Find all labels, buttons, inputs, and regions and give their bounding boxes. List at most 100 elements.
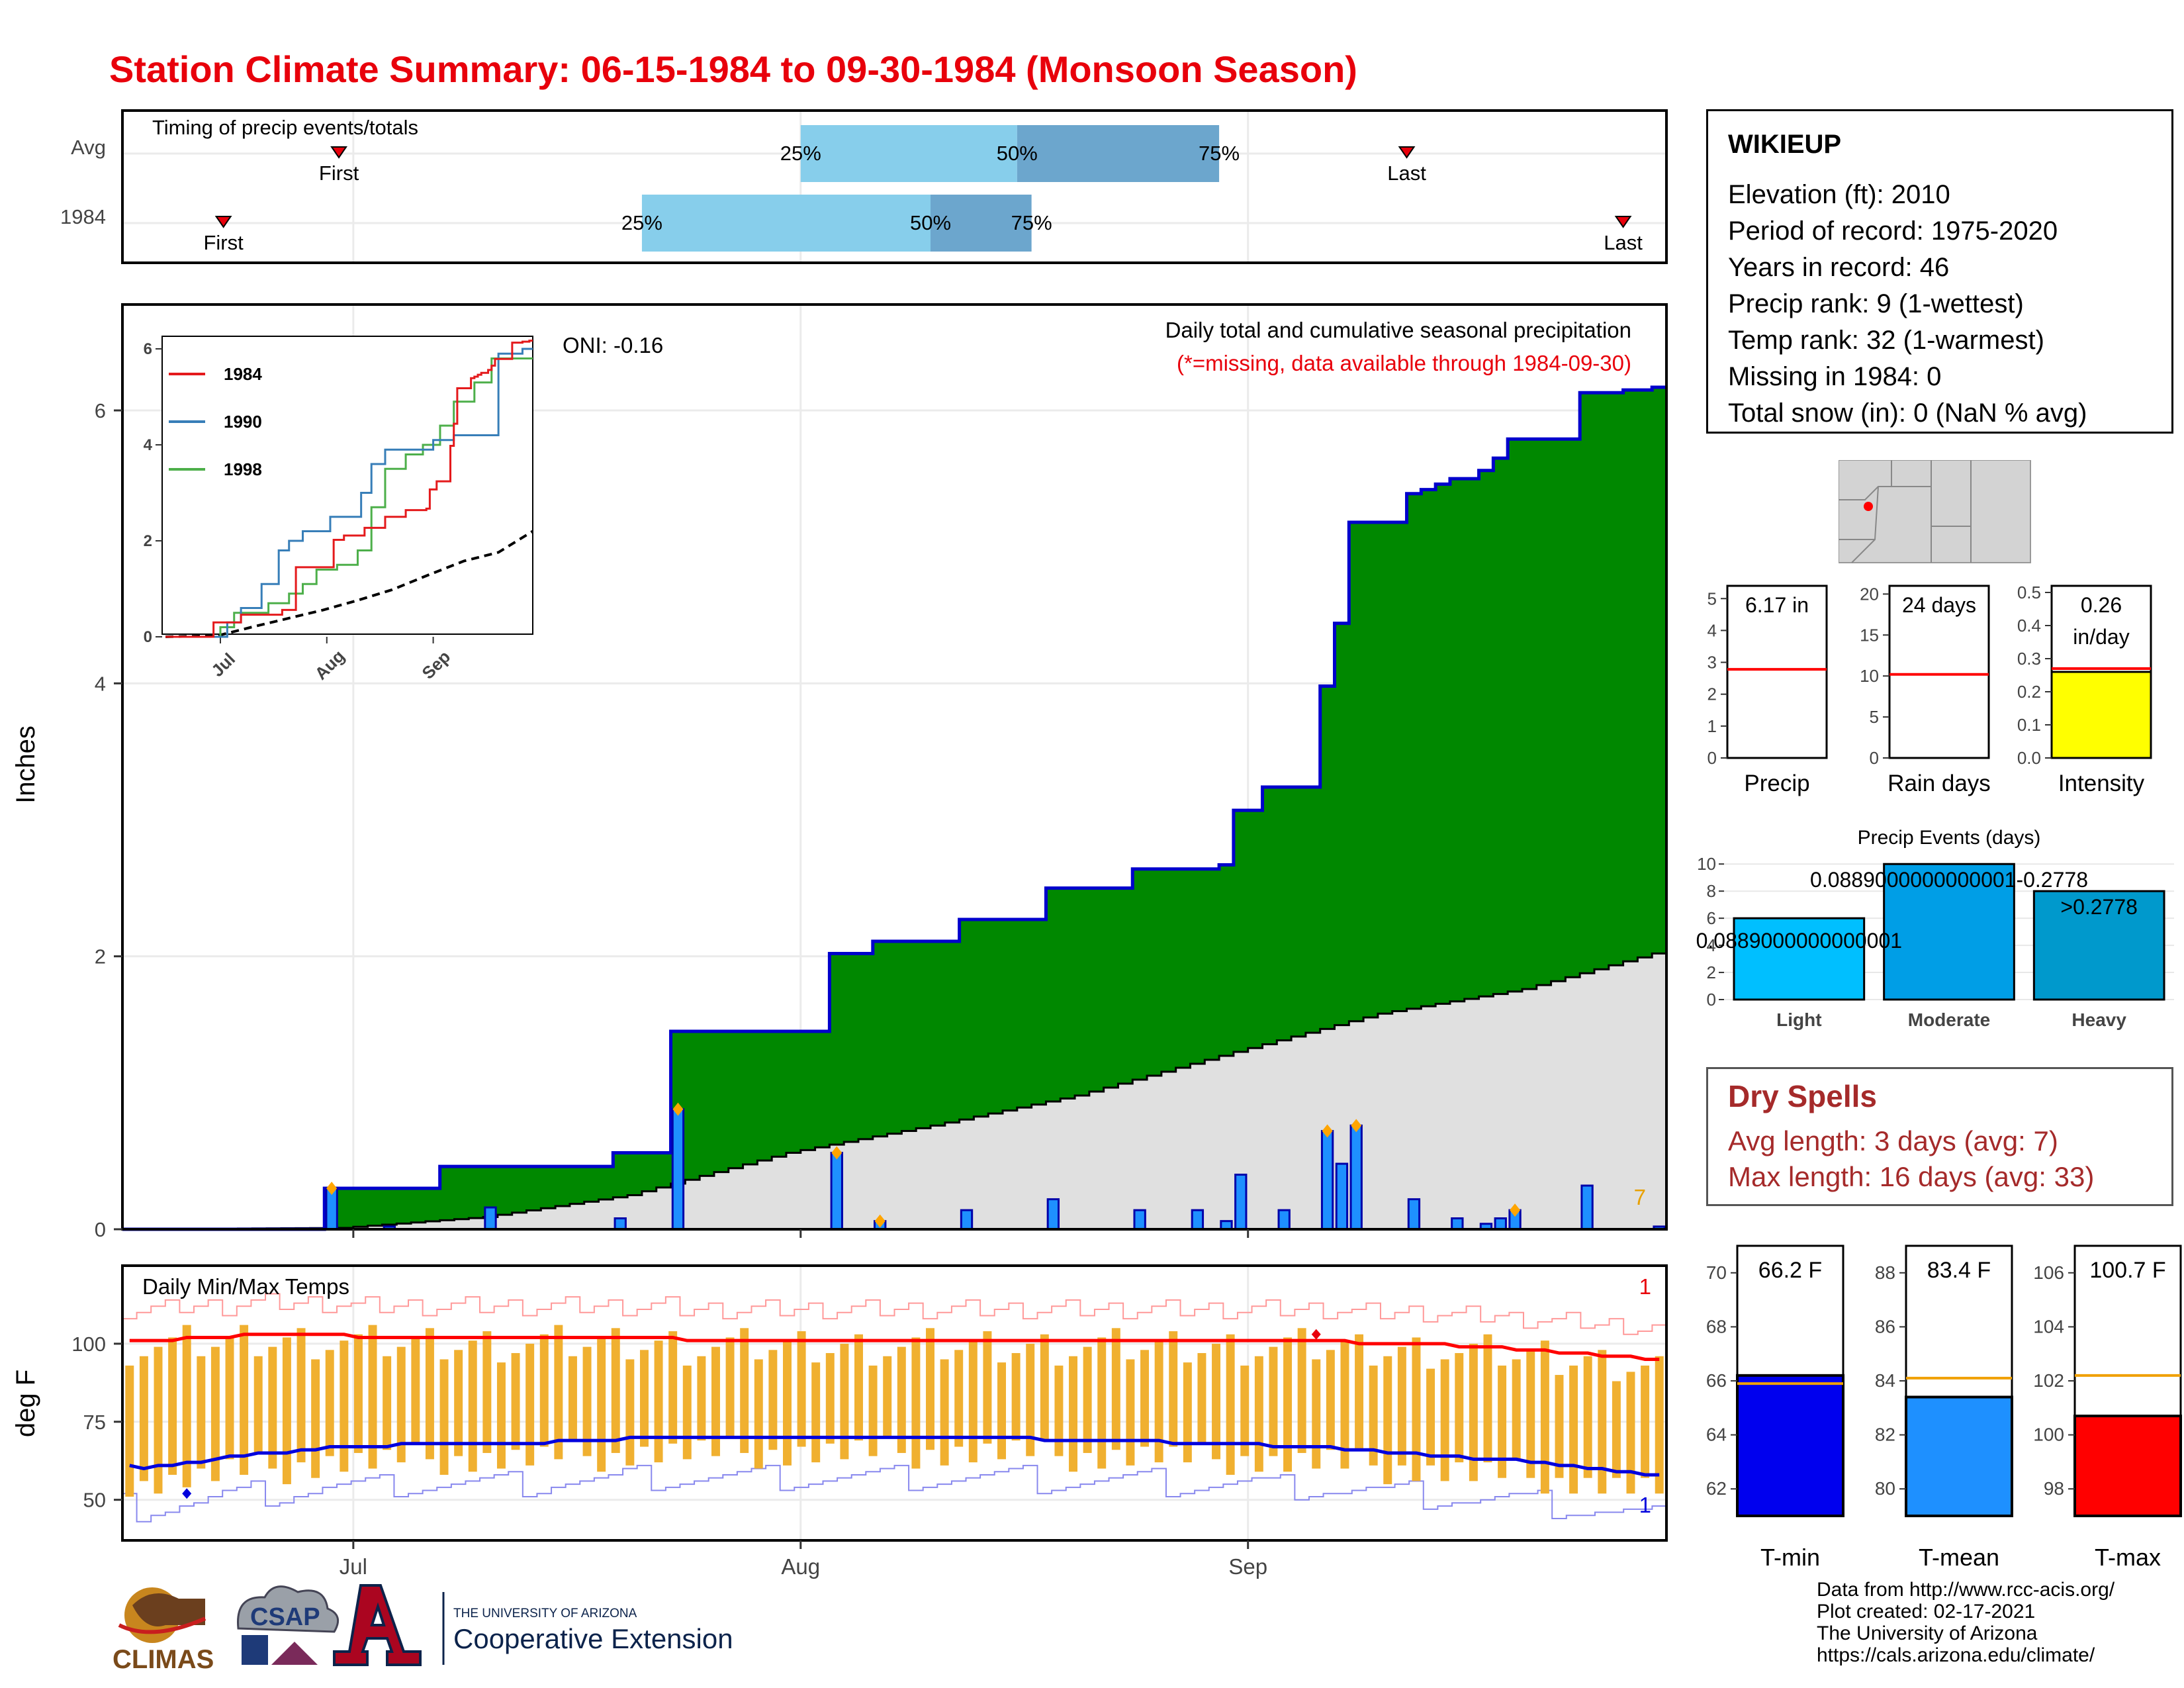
daily-temp-range-bar — [197, 1356, 206, 1469]
average-min-temp-line — [129, 1435, 1660, 1477]
temp-frame — [121, 1264, 1668, 1542]
daily-precip-bar — [1580, 1184, 1594, 1231]
station-period: Period of record: 1975-2020 — [1728, 216, 2058, 246]
daily-precip-diamond-icon — [1322, 1124, 1333, 1138]
daily-temp-range-bar — [1069, 1356, 1078, 1472]
daily-temp-range-bar — [840, 1343, 849, 1460]
daily-precip-bar — [1349, 1124, 1363, 1231]
daily-temp-range-bar — [368, 1325, 377, 1469]
temp-summary-ytick-label: 86 — [1875, 1316, 1895, 1336]
daily-temp-range-bar — [554, 1325, 563, 1460]
timing-last-label: Last — [1387, 162, 1426, 185]
daily-temp-range-bar — [1126, 1359, 1135, 1466]
daily-temp-range-bar — [396, 1346, 406, 1463]
daily-temp-range-bar — [854, 1334, 863, 1441]
csap-cloud-icon — [237, 1585, 340, 1633]
season-ytick-label: 20 — [1860, 584, 1879, 604]
daily-precip-diamond-icon — [326, 1182, 338, 1196]
temp-summary-bar — [1736, 1374, 1844, 1517]
daily-temp-range-bar — [639, 1350, 649, 1447]
daily-temp-range-bar — [997, 1362, 1006, 1460]
season-value-label: 24 days — [1902, 593, 1976, 617]
daily-precip-bar — [1191, 1209, 1205, 1231]
timing-first-label: First — [319, 162, 359, 185]
daily-temp-range-bar — [1440, 1359, 1449, 1481]
daily-temp-range-bar — [154, 1346, 163, 1494]
events-label-heavy: >0.2778 — [2060, 895, 2138, 919]
daily-temp-range-bar — [811, 1362, 821, 1463]
timing-p25-label: 25% — [621, 211, 662, 234]
timing-last-marker-icon — [1614, 216, 1632, 228]
daily-temp-range-bar — [1526, 1350, 1535, 1478]
events-label-light: 0.0889000000000001 — [1696, 929, 1902, 953]
inset-ytick-label: 6 — [144, 340, 152, 358]
station-snow: Total snow (in): 0 (NaN % avg) — [1728, 399, 2087, 428]
temp-summary-xlabel: T-mean — [1919, 1544, 1999, 1571]
daily-temp-range-bar — [125, 1365, 134, 1497]
station-marker — [1864, 502, 1873, 511]
precip-ylabel: Inches — [11, 726, 40, 804]
daily-temp-range-bar — [268, 1346, 277, 1469]
daily-temp-range-bar — [654, 1340, 663, 1463]
record-min-diamond-icon — [182, 1488, 192, 1499]
daily-temp-range-bar — [968, 1340, 978, 1463]
record-max-line — [122, 1293, 1666, 1335]
season-value-label: 0.26 — [2081, 593, 2122, 617]
daily-temp-range-bar — [1283, 1337, 1293, 1472]
temp-summary-ytick-label: 100 — [2033, 1425, 2064, 1445]
daily-temp-range-bar — [1455, 1353, 1464, 1463]
daily-temp-range-bar — [240, 1325, 249, 1475]
daily-temp-range-bar — [253, 1356, 263, 1453]
season-bar-frame — [1726, 585, 1828, 759]
daily-temp-range-bar — [1397, 1346, 1406, 1466]
season-ytick-label: 0 — [1707, 748, 1717, 768]
map-borders — [1839, 460, 1972, 563]
credit-url: https://cals.arizona.edu/climate/ — [1817, 1644, 2095, 1666]
temperature-panel: 50 75 100 deg F Daily Min/Max Temps 1 1 Ju… — [11, 1264, 1668, 1579]
season-ytick-label: 0.4 — [2017, 616, 2041, 635]
station-elevation: Elevation (ft): 2010 — [1728, 180, 1950, 209]
season-ytick-label: 10 — [1860, 666, 1879, 686]
daily-temp-range-bar — [468, 1340, 477, 1472]
season-xlabel: Rain days — [1888, 771, 1991, 796]
daily-precip-diamond-icon — [874, 1214, 886, 1228]
station-info-box: WIKIEUP Elevation (ft): 2010 Period of r… — [1706, 109, 2173, 434]
daily-temp-range-bar — [611, 1328, 620, 1453]
cumulative-precip-outline — [122, 385, 1666, 1231]
daily-temp-range-bar — [311, 1359, 320, 1478]
season-ytick-label: 15 — [1860, 625, 1879, 645]
season-value-unit: in/day — [2073, 625, 2129, 649]
season-bar-charts: 6.17 in Precip 0 1 2 3 4 5 24 days Rain days 0 5 10 1… — [1707, 583, 2152, 796]
inset-ytick-label: 2 — [144, 532, 152, 550]
events-ytick-label: 4 — [1707, 935, 1716, 955]
daily-temp-range-bar — [940, 1359, 949, 1466]
daily-temp-range-bar — [825, 1353, 835, 1444]
timing-bar-50-75 — [1017, 125, 1220, 182]
temp-count-max: 1 — [1639, 1274, 1651, 1299]
timing-first-marker-icon — [330, 146, 347, 159]
oni-label: ONI: -0.16 — [563, 333, 663, 357]
credit-data-source: Data from http://www.rcc-acis.org/ — [1817, 1579, 2115, 1601]
season-ytick-label: 0.2 — [2017, 682, 2041, 702]
daily-temp-range-bar — [296, 1328, 306, 1463]
temp-summary-value-label: 66.2 F — [1758, 1258, 1822, 1283]
season-xlabel: Intensity — [2058, 771, 2145, 796]
daily-temp-range-bar — [725, 1337, 735, 1438]
daily-precip-bar — [614, 1217, 627, 1231]
inset-ytick-label: 0 — [144, 628, 152, 646]
events-bar — [2032, 890, 2165, 1001]
station-name: WIKIEUP — [1728, 130, 1842, 159]
daily-temp-range-bar — [711, 1346, 720, 1456]
daily-temp-range-bar — [883, 1356, 892, 1438]
daily-temp-range-bar — [568, 1356, 577, 1441]
temp-summary-ytick-label: 62 — [1706, 1478, 1727, 1499]
climas-text: CLIMAS — [113, 1645, 214, 1674]
daily-temp-range-bar — [740, 1328, 749, 1453]
daily-precip-diamond-icon — [1510, 1203, 1521, 1217]
precip-title: Daily total and cumulative seasonal prec… — [1165, 318, 1631, 342]
season-ytick-label: 4 — [1707, 620, 1717, 640]
timing-first-marker-icon — [214, 216, 232, 228]
inset-average-line — [165, 530, 534, 638]
daily-temp-range-bar — [511, 1353, 520, 1450]
